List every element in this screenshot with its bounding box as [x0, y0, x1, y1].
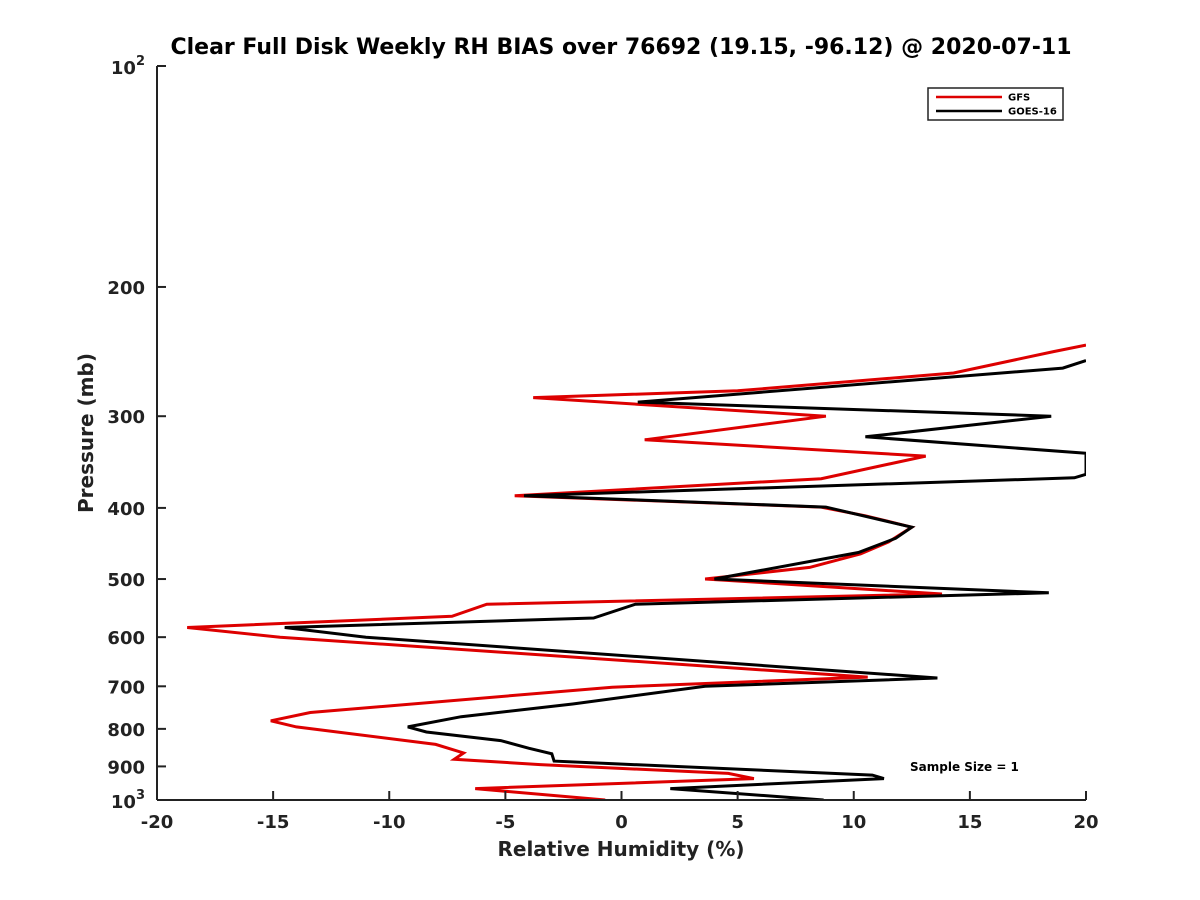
- axes: -20 -15 -10 -5 0 5 10 15 20 102 200 300 400 500 600 700…: [107, 54, 1098, 833]
- y-tick-label: 102: [111, 54, 145, 79]
- x-tick-label: 0: [615, 812, 628, 833]
- legend-label: GOES-16: [1008, 107, 1057, 118]
- y-tick-label: 500: [107, 570, 145, 591]
- y-tick-label: 400: [107, 499, 145, 520]
- y-tick-label: 103: [111, 788, 145, 813]
- legend: GFS GOES-16: [927, 87, 1064, 121]
- x-tick-label: 5: [731, 812, 744, 833]
- y-tick-label: 800: [107, 720, 145, 741]
- y-tick-label: 900: [107, 757, 145, 778]
- sample-size-annotation: Sample Size = 1: [910, 760, 1019, 774]
- y-axis-label: Pressure (mb): [74, 353, 98, 513]
- chart-title: Clear Full Disk Weekly RH BIAS over 7669…: [170, 35, 1071, 60]
- x-tick-label: 10: [841, 812, 866, 833]
- y-tick-label: 700: [107, 677, 145, 698]
- x-tick-label: -5: [495, 812, 515, 833]
- x-axis-label: Relative Humidity (%): [497, 837, 744, 861]
- legend-label: GFS: [1008, 93, 1030, 104]
- series-line-gfs: [187, 343, 1086, 800]
- plot-series: [187, 343, 1086, 800]
- legend-box: [927, 87, 1064, 121]
- x-tick-label: 15: [957, 812, 982, 833]
- x-tick-label: 20: [1073, 812, 1098, 833]
- series-line-goes-16: [284, 359, 1086, 800]
- x-tick-label: -20: [141, 812, 174, 833]
- y-tick-label: 300: [107, 407, 145, 428]
- y-tick-label: 600: [107, 628, 145, 649]
- x-tick-label: -10: [373, 812, 406, 833]
- y-tick-label: 200: [107, 278, 145, 299]
- x-tick-label: -15: [257, 812, 290, 833]
